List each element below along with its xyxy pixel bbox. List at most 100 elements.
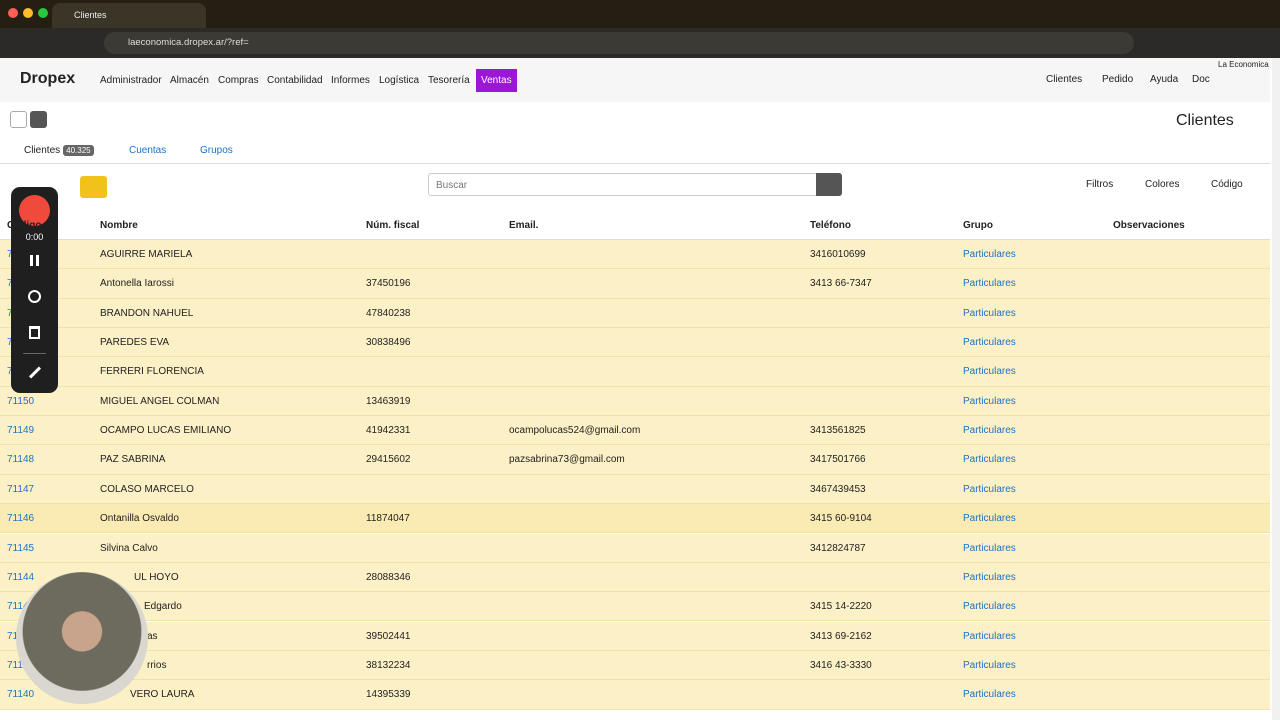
column-header[interactable]: Teléfono <box>810 220 851 231</box>
cell-fiscal: 29415602 <box>366 454 411 466</box>
sort-button[interactable]: Código <box>1211 179 1243 190</box>
cell-group[interactable]: Particulares <box>963 630 1016 642</box>
cell-group[interactable]: Particulares <box>963 571 1016 583</box>
table-row[interactable]: 71144 UL HOYO 28088346 Particulares <box>0 562 1270 593</box>
cell-group[interactable]: Particulares <box>963 513 1016 525</box>
cell-code[interactable]: 71148 <box>7 454 35 466</box>
stop-button[interactable] <box>19 195 50 226</box>
cell-phone: 3413561825 <box>810 425 866 437</box>
scrollbar[interactable] <box>1272 58 1280 720</box>
table-row[interactable]: 71141 rrios 38132234 3416 43-3330 Particular… <box>0 650 1270 681</box>
cell-group[interactable]: Particulares <box>963 337 1016 349</box>
table-row[interactable]: 71148 PAZ SABRINA 29415602 pazsabrina73@gma… <box>0 445 1270 475</box>
cell-code[interactable]: 71146 <box>7 513 35 525</box>
column-header[interactable]: Email. <box>509 220 539 231</box>
cell-group[interactable]: Particulares <box>963 278 1016 290</box>
restart-button[interactable] <box>28 290 41 303</box>
draw-button[interactable] <box>28 366 42 379</box>
page-title: Clientes <box>1176 112 1234 129</box>
search-button[interactable] <box>816 173 842 196</box>
cell-phone: 3417501766 <box>810 454 866 466</box>
cell-name: UL HOYO <box>134 571 179 583</box>
cell-phone: 3416 43-3330 <box>810 659 872 671</box>
filters-button[interactable]: Filtros <box>1086 179 1114 190</box>
minimize-window[interactable] <box>23 8 33 18</box>
cell-code[interactable]: 71147 <box>7 483 35 495</box>
browser-tab[interactable]: Clientes <box>52 3 206 28</box>
refresh-button[interactable] <box>10 111 27 128</box>
cell-group[interactable]: Particulares <box>963 601 1016 613</box>
cell-group[interactable]: Particulares <box>963 395 1016 407</box>
cell-phone: 3412824787 <box>810 542 866 554</box>
table-row[interactable]: 71155AGUIRRE MARIELA3416010699Particular… <box>0 240 1270 270</box>
table-row[interactable]: 71140 VERO LAURA 14395339 Particulares <box>0 680 1270 710</box>
colors-button[interactable]: Colores <box>1145 179 1180 190</box>
search-input[interactable]: Buscar <box>428 173 817 196</box>
nav-item[interactable]: Tesorería <box>428 75 470 86</box>
table-row[interactable]: 71149 OCAMPO LUCAS EMILIANO 41942331 ocampo… <box>0 416 1270 446</box>
cell-name: FERRERI FLORENCIA <box>100 366 204 378</box>
pause-button[interactable] <box>30 255 39 266</box>
table-row[interactable]: 71150 MIGUEL ANGEL COLMAN 13463919 Particul… <box>0 386 1270 417</box>
address-bar[interactable]: laeconomica.dropex.ar/?ref= <box>104 32 1134 54</box>
table-row[interactable]: 71145 Silvina Calvo 3412824787 Particulares <box>0 533 1270 563</box>
cell-code[interactable]: 71145 <box>7 542 35 554</box>
nav-item[interactable]: Ventas <box>476 69 517 92</box>
shortcut[interactable]: Pedido <box>1102 74 1134 85</box>
nav-item[interactable]: Almacén <box>170 75 209 86</box>
table-row[interactable]: 71147 COLASO MARCELO 3467439453 Particulare… <box>0 474 1270 505</box>
column-header[interactable]: Nombre <box>100 220 138 231</box>
shortcut[interactable]: Doc <box>1192 74 1210 85</box>
cell-fiscal: 37450196 <box>366 278 411 290</box>
cell-fiscal: 14395339 <box>366 689 411 701</box>
table-row[interactable]: 71142tias395024413413 69-2162Particulare… <box>0 621 1270 651</box>
cell-code[interactable]: 71140 <box>7 689 35 701</box>
cell-group[interactable]: Particulares <box>963 689 1016 701</box>
cell-group[interactable]: Particulares <box>963 659 1016 671</box>
cell-code[interactable]: 71143 <box>7 601 35 613</box>
export-button[interactable] <box>80 176 107 198</box>
tab-grupos[interactable]: Grupos <box>200 145 233 156</box>
nav-item[interactable]: Contabilidad <box>267 75 323 86</box>
column-header[interactable]: Observaciones <box>1113 220 1185 231</box>
cell-group[interactable]: Particulares <box>963 483 1016 495</box>
shortcut[interactable]: Clientes <box>1046 74 1083 85</box>
close-window[interactable] <box>8 8 18 18</box>
tab-label: Clientes <box>24 145 61 156</box>
cell-code[interactable]: 71141 <box>7 659 35 671</box>
tab-cuentas[interactable]: Cuentas <box>129 145 167 156</box>
cell-name: MIGUEL ANGEL COLMAN <box>100 395 220 407</box>
column-header[interactable]: Código <box>7 220 42 231</box>
nav-item[interactable]: Compras <box>218 75 259 86</box>
cell-group[interactable]: Particulares <box>963 454 1016 466</box>
nav-item[interactable]: Administrador <box>100 75 162 86</box>
cell-group[interactable]: Particulares <box>963 366 1016 378</box>
cell-group[interactable]: Particulares <box>963 542 1016 554</box>
column-header[interactable]: Grupo <box>963 220 993 231</box>
table-row[interactable]: 71146 Ontanilla Osvaldo 11874047 3415 60-91… <box>0 504 1270 534</box>
nav-item[interactable]: Informes <box>331 75 370 86</box>
shortcut[interactable]: Ayuda <box>1150 74 1179 85</box>
cell-code[interactable]: 71149 <box>7 425 35 437</box>
cell-group[interactable]: Particulares <box>963 249 1016 260</box>
brand[interactable]: Dropex <box>20 70 76 87</box>
cell-fiscal: 39502441 <box>366 630 411 642</box>
table-row[interactable]: 71143 Edgardo 3415 14-2220 Particulares <box>0 592 1270 622</box>
bookmark-button[interactable] <box>30 111 47 128</box>
cell-code[interactable]: 71150 <box>7 395 35 407</box>
column-header[interactable]: Núm. fiscal <box>366 220 420 231</box>
delete-button[interactable] <box>29 326 40 339</box>
maximize-window[interactable] <box>38 8 48 18</box>
cell-code[interactable]: 71144 <box>7 571 35 583</box>
nav-item[interactable]: Logística <box>379 75 420 86</box>
cell-group[interactable]: Particulares <box>963 425 1016 437</box>
recorder-time: 0:00 <box>25 232 44 242</box>
cell-name: Antonella Iarossi <box>100 278 174 290</box>
tab-clientes[interactable]: Clientes 40.325 <box>24 145 94 156</box>
cell-group[interactable]: Particulares <box>963 307 1016 319</box>
